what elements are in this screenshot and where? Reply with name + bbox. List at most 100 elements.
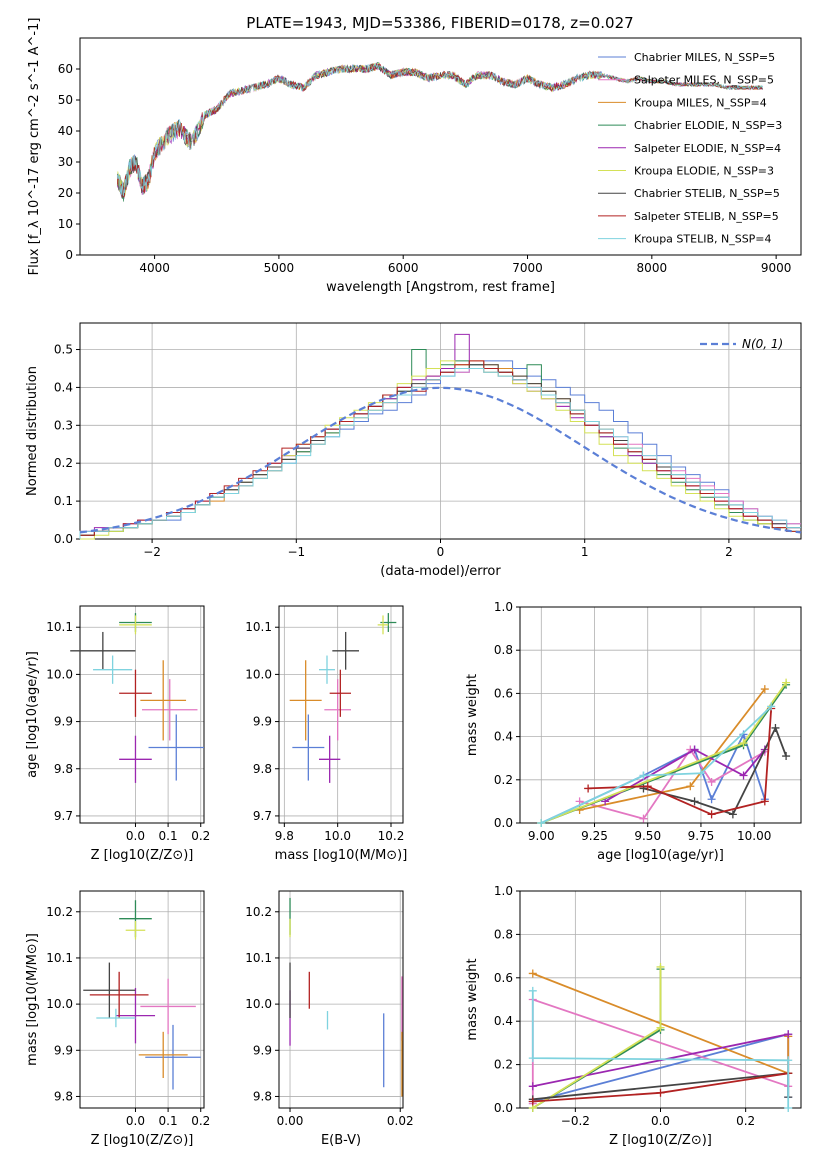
y-tick-label: 9.9 — [253, 715, 272, 729]
y-tick-label: 10.0 — [46, 997, 73, 1011]
figure-title: PLATE=1943, MJD=53386, FIBERID=0178, z=0… — [246, 14, 633, 32]
legend-label: Kroupa ELODIE, N_SSP=3 — [634, 165, 774, 178]
weight-line — [531, 990, 790, 1108]
mass-vs-Z-axes: 0.0 0.1 0.2 9.8 9.9 10.0 10.1 10.2 Z [log10(Z/Z⊙… — [25, 890, 210, 1148]
y-tick-label: 9.9 — [253, 1043, 272, 1057]
weight-marker — [643, 782, 652, 791]
y-axis-label: mass weight — [465, 958, 480, 1040]
y-tick-label: 0.6 — [494, 971, 513, 985]
x-tick-label: 9000 — [761, 261, 792, 275]
mass-vs-ebv-axes: 0.00 0.02 9.8 9.9 10.0 10.1 10.2 E(B-V) — [245, 890, 414, 1148]
y-tick-label: 10.1 — [46, 951, 73, 965]
legend-label: Salpeter MILES, N_SSP=5 — [634, 74, 774, 87]
y-axis-label: mass [log10(M/M⊙)] — [25, 933, 40, 1066]
x-tick-label: 6000 — [388, 261, 419, 275]
y-tick-label: 40 — [58, 124, 73, 138]
y-tick-label: 9.8 — [253, 1089, 272, 1103]
y-tick-label: 0.8 — [494, 927, 513, 941]
x-tick-label: 10.2 — [378, 829, 405, 843]
x-tick-label: 8000 — [637, 261, 668, 275]
y-tick-label: 10.2 — [245, 905, 272, 919]
x-tick-label: −2 — [143, 545, 161, 559]
x-tick-label: 2 — [725, 545, 733, 559]
weight-line — [532, 1033, 789, 1088]
x-tick-label: 0.2 — [191, 1114, 210, 1128]
y-tick-label: 0.0 — [54, 532, 73, 546]
x-tick-label: 0.0 — [651, 1114, 670, 1128]
spectrum-line — [116, 63, 763, 198]
weight-marker — [771, 723, 780, 732]
weight-marker — [690, 745, 699, 754]
weight-marker — [575, 797, 584, 806]
x-tick-label: 10.0 — [324, 829, 351, 843]
weight-marker — [696, 769, 705, 778]
y-tick-label: 0.0 — [494, 1101, 513, 1115]
y-axis-label: age [log10(age/yr)] — [25, 651, 40, 778]
y-tick-label: 9.7 — [54, 809, 73, 823]
y-tick-label: 0.4 — [54, 380, 73, 394]
y-tick-label: 30 — [58, 155, 73, 169]
weight-marker — [767, 702, 776, 711]
weight-marker — [686, 782, 695, 791]
weight-marker — [639, 814, 648, 823]
plot-frame — [79, 322, 802, 540]
x-tick-label: 9.25 — [581, 829, 608, 843]
weight-marker — [760, 685, 769, 694]
plot-frame — [278, 605, 404, 824]
weight-marker — [528, 986, 537, 995]
weight-line — [532, 967, 662, 1109]
legend-label: Salpeter ELODIE, N_SSP=4 — [634, 142, 781, 155]
weight-marker — [639, 771, 648, 780]
x-tick-label: 0.2 — [736, 1114, 755, 1128]
plot-frame — [79, 37, 802, 256]
y-tick-label: 9.7 — [253, 809, 272, 823]
x-tick-label: 0.1 — [159, 1114, 178, 1128]
spectrum-line — [116, 62, 764, 202]
y-tick-label: 60 — [58, 62, 73, 76]
x-tick-label: 0.0 — [126, 1114, 145, 1128]
weight-line — [540, 705, 772, 824]
x-axis-label: Z [log10(Z/Z⊙)] — [91, 848, 194, 863]
age-vs-Z-axes: 0.0 0.1 0.2 9.7 9.8 9.9 10.0 10.1 Z [log10(Z/Z⊙)… — [25, 605, 210, 863]
weight-vs-age-axes: 9.00 9.25 9.50 9.75 10.00 0.0 0.2 0.4 0.6 0.8 1.0 a… — [465, 600, 802, 863]
x-axis-label: (data-model)/error — [380, 564, 501, 579]
weight-marker — [656, 962, 665, 971]
x-tick-label: 0.00 — [277, 1114, 304, 1128]
x-tick-label: 9.75 — [688, 829, 715, 843]
plot-frame — [79, 890, 205, 1109]
weight-marker — [528, 969, 537, 978]
legend-label: Chabrier STELIB, N_SSP=5 — [634, 187, 780, 200]
weight-marker — [739, 739, 748, 748]
spectrum-line — [116, 63, 764, 197]
x-tick-label: 7000 — [512, 261, 543, 275]
weight-marker — [707, 810, 716, 819]
legend-label: N(0, 1) — [742, 337, 783, 351]
weight-marker — [528, 1097, 537, 1106]
x-axis-label: wavelength [Angstrom, rest frame] — [326, 280, 555, 295]
weight-marker — [782, 678, 791, 687]
weight-marker — [656, 1023, 665, 1032]
plot-frame — [519, 890, 802, 1109]
weight-marker — [739, 771, 748, 780]
weight-marker — [784, 1104, 793, 1112]
weight-marker — [707, 777, 716, 786]
y-tick-label: 10.2 — [46, 905, 73, 919]
weight-marker — [537, 819, 546, 827]
y-axis-label: Flux [f_λ 10^-17 erg cm^-2 s^-1 A^-1] — [27, 18, 42, 276]
y-axis-label: Normed distribution — [25, 366, 40, 496]
weight-marker — [656, 1088, 665, 1097]
weight-marker — [784, 1056, 793, 1065]
weight-marker — [690, 797, 699, 806]
x-tick-label: 10.00 — [737, 829, 771, 843]
y-tick-label: 9.8 — [54, 762, 73, 776]
x-axis-label: Z [log10(Z/Z⊙)] — [609, 1133, 712, 1148]
weight-marker — [528, 1054, 537, 1063]
y-tick-label: 10.1 — [46, 620, 73, 634]
y-tick-label: 9.8 — [54, 1089, 73, 1103]
y-tick-label: 0 — [65, 248, 73, 262]
y-axis-label: mass weight — [465, 674, 480, 756]
x-tick-label: 0.2 — [191, 829, 210, 843]
y-tick-label: 1.0 — [494, 884, 513, 898]
y-tick-label: 10.1 — [245, 951, 272, 965]
